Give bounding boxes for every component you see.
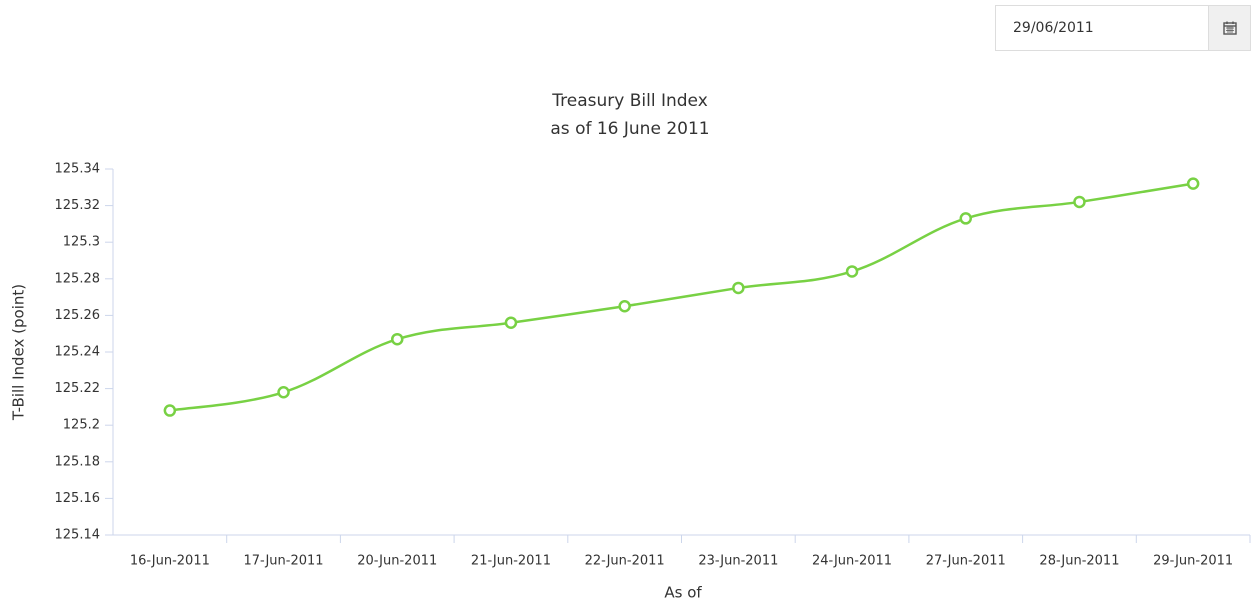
y-tick-label: 125.34 — [55, 162, 101, 177]
point — [504, 316, 518, 329]
x-tick-label: 22-Jun-2011 — [585, 554, 665, 569]
point — [959, 212, 972, 225]
x-tick-label: 21-Jun-2011 — [471, 554, 551, 569]
x-tick-label: 27-Jun-2011 — [926, 554, 1006, 569]
x-tick-label: 17-Jun-2011 — [244, 554, 324, 569]
y-tick-label: 125.18 — [55, 454, 101, 469]
x-axis-label: As of — [664, 584, 702, 602]
chart-subtitle: as of 16 June 2011 — [550, 119, 709, 139]
point — [618, 300, 631, 313]
y-tick-label: 125.28 — [55, 271, 101, 286]
point — [845, 265, 859, 278]
point — [1073, 195, 1086, 209]
calendar-button[interactable] — [1208, 6, 1250, 50]
y-tick-label: 125.14 — [55, 528, 101, 543]
point — [1186, 177, 1200, 190]
x-tick-label: 20-Jun-2011 — [357, 554, 437, 569]
x-tick-label: 28-Jun-2011 — [1039, 554, 1119, 569]
y-tick-label: 125.32 — [55, 198, 101, 213]
x-tick-label: 29-Jun-2011 — [1153, 554, 1233, 569]
y-tick-label: 125.24 — [55, 345, 101, 360]
point — [732, 281, 745, 295]
date-picker[interactable]: 29/06/2011 — [995, 5, 1251, 51]
y-tick-label: 125.3 — [63, 235, 100, 250]
x-tick-label: 16-Jun-2011 — [130, 554, 210, 569]
y-axis-label: T-Bill Index (point) — [10, 284, 28, 421]
point — [391, 332, 404, 346]
y-tick-label: 125.2 — [63, 418, 100, 433]
y-tick-label: 125.16 — [55, 491, 101, 506]
line — [169, 182, 1194, 412]
point — [163, 404, 177, 417]
x-tick-label: 24-Jun-2011 — [812, 554, 892, 569]
date-input[interactable]: 29/06/2011 — [1013, 20, 1094, 36]
y-tick-label: 125.26 — [55, 308, 101, 323]
calendar-icon — [1222, 21, 1237, 35]
chart-title: Treasury Bill Index — [551, 91, 708, 111]
y-tick-label: 125.22 — [55, 381, 101, 396]
point — [277, 386, 290, 399]
x-tick-label: 23-Jun-2011 — [698, 554, 778, 569]
